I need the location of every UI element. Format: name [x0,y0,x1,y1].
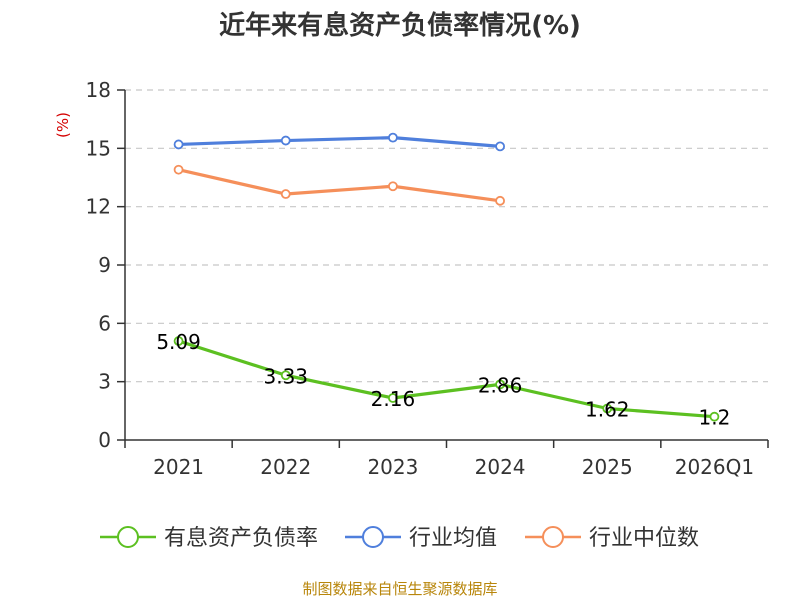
data-label: 2.86 [478,373,523,397]
x-tick-label: 2025 [582,455,633,479]
data-label: 5.09 [156,330,201,354]
x-tick-label: 2024 [475,455,526,479]
y-tick-label: 9 [98,253,111,277]
y-tick-label: 12 [86,195,111,219]
data-point [173,336,184,346]
data-point [280,189,291,199]
y-tick-label: 15 [86,136,111,160]
legend-label: 行业均值 [409,526,497,551]
legend-label: 行业中位数 [589,526,699,551]
chart-title: 近年来有息资产负债率情况(%) [219,11,581,41]
y-tick-label: 0 [98,428,111,452]
series-line-0 [178,339,715,419]
y-tick-label: 3 [98,370,111,394]
data-point [173,139,184,150]
data-point [495,195,505,206]
data-point [495,141,505,152]
data-point [388,393,398,403]
data-point [709,411,720,422]
legend-marker [542,526,564,548]
y-tick-label: 18 [86,78,111,102]
data-point [280,370,291,381]
x-tick-label: 2023 [367,455,418,479]
series-line-1 [178,136,501,148]
data-point [388,181,398,192]
legend-marker [117,526,139,548]
series-line-2 [178,168,501,203]
data-point [280,135,291,146]
data-point [173,164,184,175]
data-point [602,403,613,414]
data-label: 2.16 [371,387,416,411]
data-point [495,379,505,390]
x-tick-label: 2026Q1 [675,455,754,479]
y-tick-label: 6 [98,311,111,335]
x-tick-label: 2021 [153,455,204,479]
legend-marker [362,526,384,548]
x-tick-label: 2022 [260,455,311,479]
legend-label: 有息资产负债率 [164,526,318,551]
source-note: 制图数据来自恒生聚源数据库 [302,580,498,598]
data-label: 3.33 [263,364,308,388]
data-point [388,132,398,143]
data-label: 1.2 [699,406,731,430]
y-unit-label: (%) [54,112,72,138]
data-label: 1.62 [585,398,630,422]
